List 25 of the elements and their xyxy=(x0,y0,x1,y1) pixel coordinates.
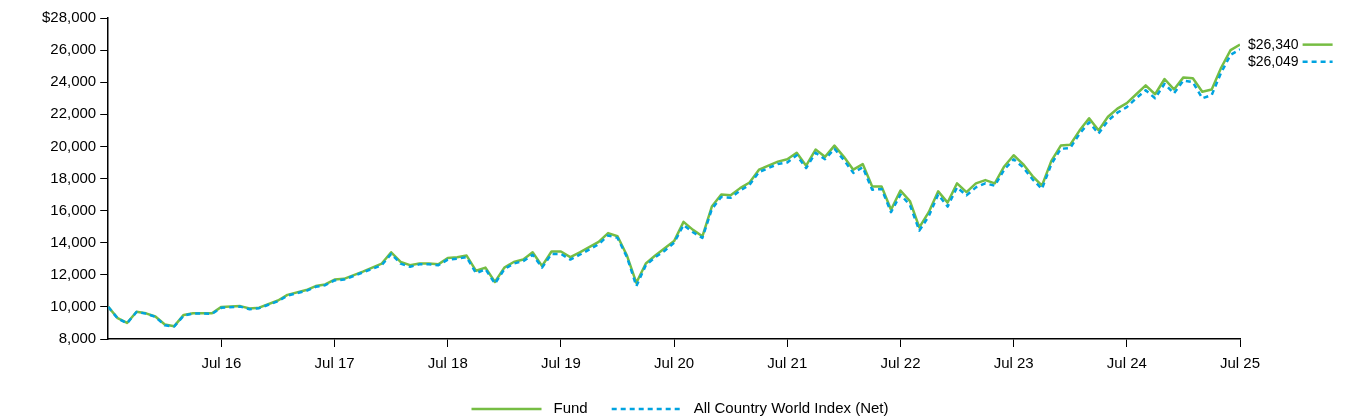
x-tick-label: Jul 21 xyxy=(767,354,808,372)
legend-label: All Country World Index (Net) xyxy=(693,399,889,417)
x-tick-label: Jul 20 xyxy=(654,354,695,372)
y-tick-label: 24,000 xyxy=(50,72,97,90)
y-tick-label: 22,000 xyxy=(50,104,97,122)
y-tick-label: 14,000 xyxy=(50,232,97,250)
y-tick-label: 20,000 xyxy=(50,136,97,154)
y-tick-label: 18,000 xyxy=(50,168,97,186)
y-tick-label: 12,000 xyxy=(50,264,97,282)
x-tick-label: Jul 19 xyxy=(540,354,581,372)
annotation: $26,340 xyxy=(1248,35,1299,52)
x-tick-label: Jul 16 xyxy=(201,354,242,372)
y-tick-label: 8,000 xyxy=(58,329,97,347)
x-tick-label: Jul 17 xyxy=(314,354,355,372)
y-tick-label: 26,000 xyxy=(50,40,97,58)
legend-label: Fund xyxy=(553,399,588,417)
x-tick-label: Jul 18 xyxy=(427,354,468,372)
y-tick-label: 16,000 xyxy=(50,200,97,218)
x-tick-label: Jul 23 xyxy=(993,354,1034,372)
annotation: $26,049 xyxy=(1248,52,1299,69)
y-tick-label: 10,000 xyxy=(50,297,97,315)
x-tick-label: Jul 24 xyxy=(1106,354,1147,372)
y-tick-label: $28,000 xyxy=(41,8,97,26)
x-tick-label: Jul 22 xyxy=(880,354,921,372)
x-tick-label: Jul 25 xyxy=(1219,354,1261,372)
